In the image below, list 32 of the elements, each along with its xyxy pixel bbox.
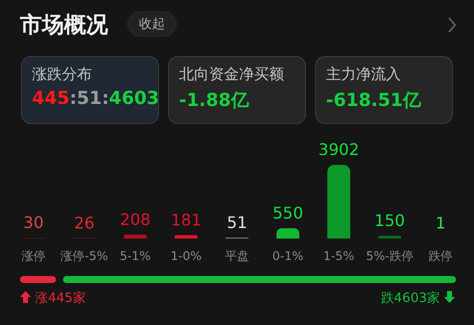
text: 跌4603家 xyxy=(380,290,440,307)
x-tick-label: 1-0% xyxy=(170,248,202,263)
data-label: 550 xyxy=(272,203,304,222)
text: 445:51:4603 xyxy=(32,88,160,109)
x-tick-label: 平盘 xyxy=(225,248,249,263)
x-tick-label: 5-1% xyxy=(120,248,151,263)
text: 主力净流入 xyxy=(326,65,402,84)
x-tick-label: 0-1% xyxy=(272,248,304,263)
text: 北向资金净买额 xyxy=(179,65,285,84)
bar xyxy=(276,228,300,239)
x-tick-label: 涨停 xyxy=(21,248,46,263)
text: -1.88亿 xyxy=(179,90,249,111)
x-tick-label: 涨停-5% xyxy=(60,248,108,263)
data-label: 181 xyxy=(170,210,202,230)
bar xyxy=(174,235,198,239)
text: 涨跌分布 xyxy=(32,65,93,84)
text: 收起 xyxy=(127,11,177,37)
data-label: 3902 xyxy=(318,140,360,160)
data-label: 30 xyxy=(23,213,44,232)
bar xyxy=(124,234,147,239)
data-label: 208 xyxy=(120,210,150,229)
x-tick-label: 跌停 xyxy=(428,248,453,263)
x-tick-label: 1-5% xyxy=(323,248,354,263)
chart-title: 市场概况 xyxy=(20,12,108,40)
text: -618.51亿 xyxy=(326,90,421,111)
x-tick-label: 5%-跌停 xyxy=(366,248,414,263)
text: 涨445家 xyxy=(35,290,86,307)
data-label: 26 xyxy=(74,213,95,232)
data-label: 51 xyxy=(226,212,248,232)
data-label: 150 xyxy=(374,210,405,230)
bar xyxy=(327,164,350,239)
data-label: 1 xyxy=(435,214,446,233)
